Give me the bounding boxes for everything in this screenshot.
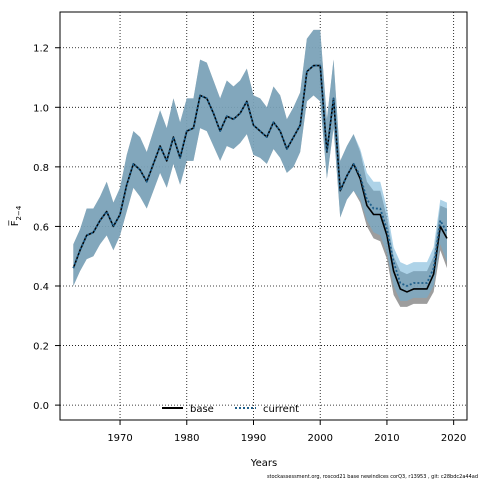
y-tick-label: 0.4 [33, 282, 49, 293]
plot-frame [59, 11, 468, 421]
y-axis-title-main: F̅ [8, 220, 21, 227]
y-axis-title-sub: 2−4 [15, 205, 23, 220]
x-axis-title: Years [250, 458, 277, 469]
confidence-bands [73, 29, 447, 307]
x-tick-label: 2020 [441, 433, 466, 444]
legend: base current [162, 404, 299, 415]
y-tick-label: 0.6 [33, 222, 49, 233]
x-tick-label: 2010 [374, 433, 399, 444]
x-axis-ticks: 1970 1980 1990 2000 2010 2020 [107, 420, 466, 444]
legend-label-base: base [190, 404, 214, 415]
y-tick-label: 1.2 [33, 44, 49, 55]
svg-text:F̅2−4: F̅2−4 [8, 205, 23, 226]
line-current [72, 64, 448, 287]
footnote: stockassessment.org, roscod21 base newin… [267, 474, 478, 480]
y-tick-label: 0.0 [33, 401, 49, 412]
x-tick-label: 1990 [241, 433, 266, 444]
y-tick-label: 0.2 [33, 342, 49, 353]
legend-label-current: current [263, 404, 299, 415]
x-tick-label: 2000 [307, 433, 332, 444]
y-tick-label: 1.0 [33, 103, 49, 114]
x-tick-label: 1980 [174, 433, 199, 444]
series-lines [72, 64, 448, 293]
grid-lines [60, 12, 467, 420]
band-current [73, 29, 447, 301]
y-axis-ticks: 0.0 0.2 0.4 0.6 0.8 1.0 1.2 [33, 44, 60, 412]
y-tick-label: 0.8 [33, 163, 49, 174]
x-tick-label: 1970 [107, 433, 132, 444]
y-axis-title: F̅2−4 [8, 205, 23, 226]
